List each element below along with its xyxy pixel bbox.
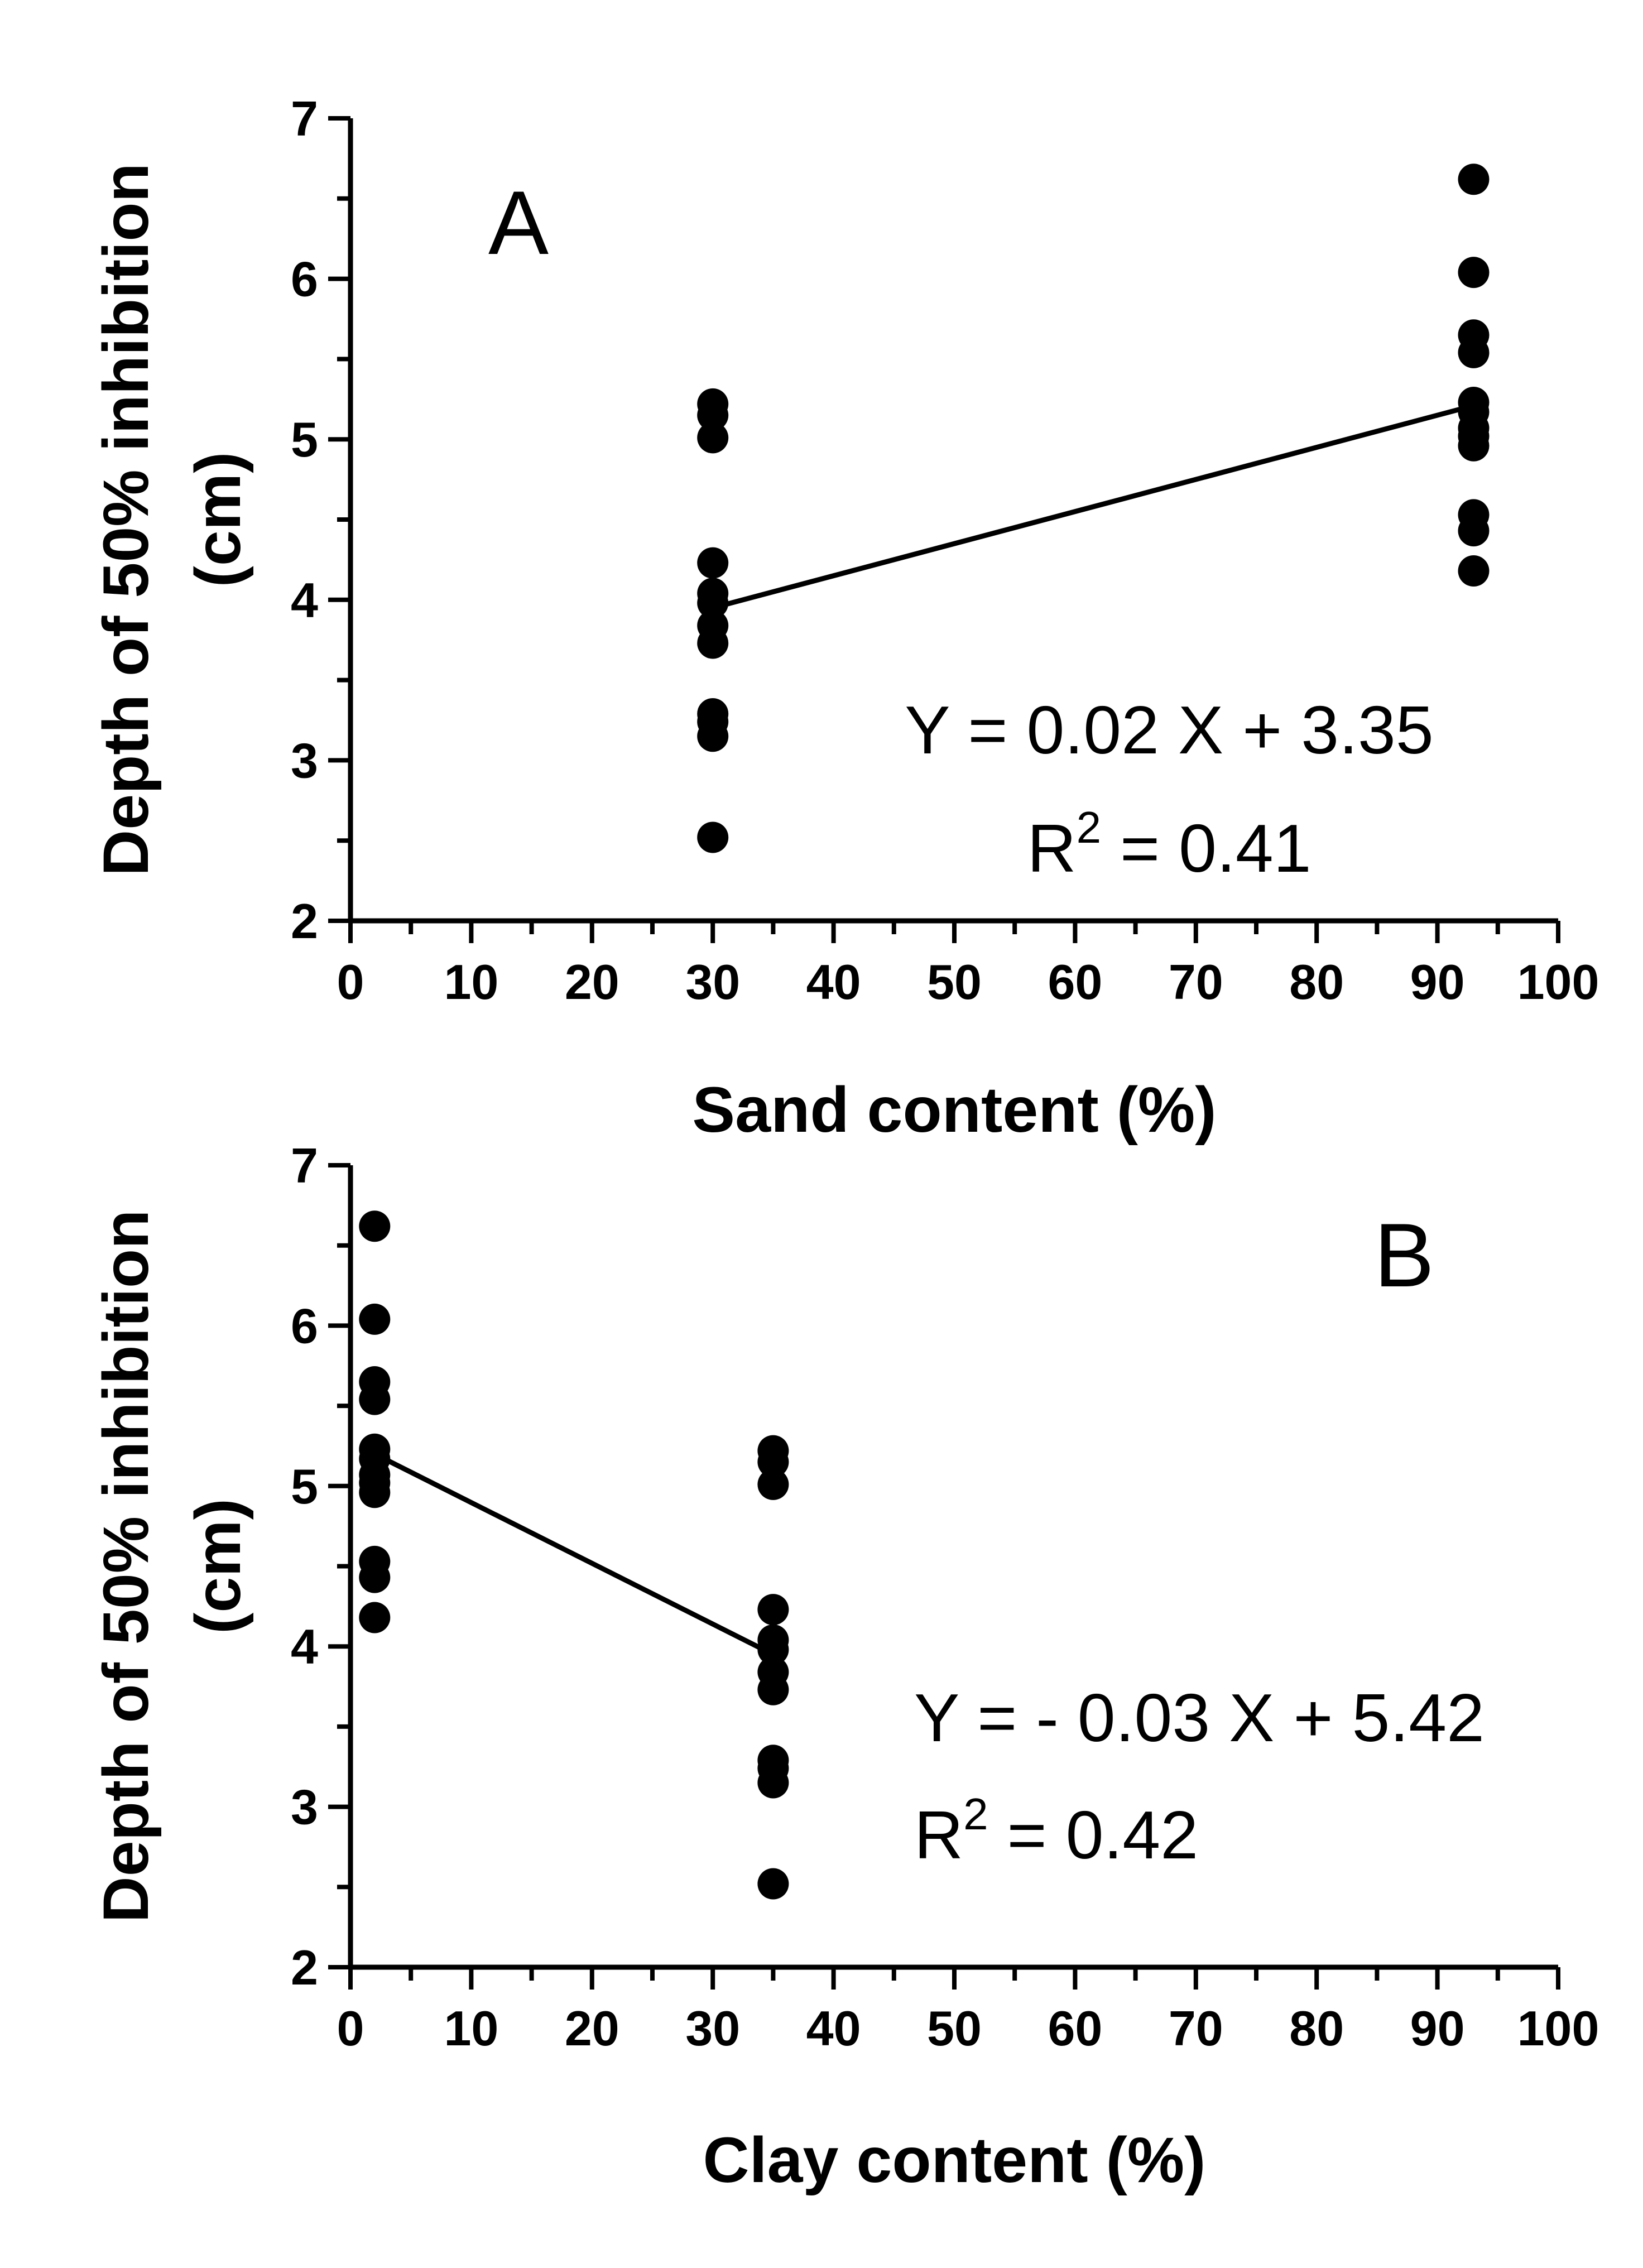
x-tick-label: 40 xyxy=(806,2001,861,2056)
x-tick-label: 20 xyxy=(565,2001,619,2056)
x-axis-title: Sand content (%) xyxy=(692,1074,1216,1146)
y-tick-label: 2 xyxy=(291,893,318,949)
data-point xyxy=(359,1602,391,1633)
regression-equation: Y = 0.02 X + 3.35 xyxy=(905,692,1433,768)
r-squared-symbol: R xyxy=(914,1797,963,1873)
x-tick-label: 70 xyxy=(1169,2001,1223,2056)
data-point xyxy=(1458,555,1490,587)
data-point xyxy=(697,720,729,752)
y-tick-label: 4 xyxy=(291,573,318,628)
y-axis-title-line1: Depth of 50% inhibition xyxy=(90,1210,162,1923)
data-point xyxy=(757,1446,789,1478)
x-tick-label: 100 xyxy=(1517,2001,1599,2056)
y-tick-label: 3 xyxy=(291,1780,318,1835)
r-squared-symbol: R xyxy=(1027,810,1076,886)
x-tick-label: 30 xyxy=(685,954,740,1010)
r-squared-label: R2 = 0.41 xyxy=(1027,803,1311,886)
y-tick-label: 3 xyxy=(291,733,318,788)
x-tick-label: 30 xyxy=(685,2001,740,2056)
y-tick-label: 7 xyxy=(291,91,318,146)
y-tick-label: 5 xyxy=(291,412,318,467)
x-tick-label: 0 xyxy=(337,954,364,1010)
x-tick-label: 10 xyxy=(444,954,498,1010)
panel-letter: B xyxy=(1374,1205,1434,1306)
data-point xyxy=(359,1303,391,1335)
data-point xyxy=(1458,164,1490,195)
x-tick-label: 70 xyxy=(1169,954,1223,1010)
y-tick-label: 6 xyxy=(291,1298,318,1353)
data-point xyxy=(1458,257,1490,289)
data-point xyxy=(757,1633,789,1665)
data-point xyxy=(1458,430,1490,462)
x-tick-label: 50 xyxy=(927,954,982,1010)
x-tick-label: 100 xyxy=(1517,954,1599,1010)
chart-panel-a: 0 10 20 30 40 50 60 70 80 90 100 2 3 4 5 6 7 Depth of 50%… xyxy=(90,91,1599,1146)
data-point xyxy=(697,547,729,579)
x-tick-label: 90 xyxy=(1410,954,1465,1010)
x-tick-label: 80 xyxy=(1289,954,1344,1010)
data-point xyxy=(757,1674,789,1705)
x-tick-label: 10 xyxy=(444,2001,498,2056)
x-tick-label: 90 xyxy=(1410,2001,1465,2056)
data-point xyxy=(757,1868,789,1900)
data-point xyxy=(1458,337,1490,368)
data-point xyxy=(697,400,729,431)
regression-line xyxy=(712,403,1474,611)
y-tick-label: 4 xyxy=(291,1619,318,1674)
chart-panel-b: 0 10 20 30 40 50 60 70 80 90 100 2 3 4 5 6 7 Depth of 50%… xyxy=(90,1138,1599,2196)
y-tick-label: 5 xyxy=(291,1459,318,1514)
r-squared-value: = 0.41 xyxy=(1101,810,1311,886)
r-squared-exponent: 2 xyxy=(963,1789,988,1839)
data-point xyxy=(1458,515,1490,547)
data-point xyxy=(697,587,729,619)
data-point xyxy=(359,1477,391,1508)
x-axis-title: Clay content (%) xyxy=(703,2125,1206,2196)
data-point xyxy=(697,422,729,454)
data-point xyxy=(697,821,729,853)
data-point xyxy=(757,1468,789,1500)
data-point xyxy=(757,1594,789,1626)
x-tick-label: 60 xyxy=(1048,2001,1102,2056)
x-tick-label: 20 xyxy=(565,954,619,1010)
x-tick-label: 0 xyxy=(337,2001,364,2056)
r-squared-label: R2 = 0.42 xyxy=(914,1789,1198,1873)
data-point xyxy=(359,1383,391,1415)
regression-line xyxy=(373,1452,775,1657)
data-point xyxy=(697,627,729,659)
data-point xyxy=(359,1561,391,1593)
x-tick-label: 60 xyxy=(1048,954,1102,1010)
x-tick-label: 80 xyxy=(1289,2001,1344,2056)
x-tick-label: 40 xyxy=(806,954,861,1010)
y-tick-label: 6 xyxy=(291,252,318,307)
y-tick-label: 7 xyxy=(291,1138,318,1193)
data-point xyxy=(359,1210,391,1242)
x-tick-label: 50 xyxy=(927,2001,982,2056)
regression-equation: Y = - 0.03 X + 5.42 xyxy=(914,1680,1485,1756)
y-tick-label: 2 xyxy=(291,1940,318,1995)
data-point xyxy=(757,1767,789,1799)
y-axis-title-line2: (cm) xyxy=(182,452,254,588)
y-axis-title-line2: (cm) xyxy=(182,1498,254,1634)
r-squared-value: = 0.42 xyxy=(988,1797,1198,1873)
y-axis-title-line1: Depth of 50% inhibition xyxy=(90,163,162,876)
panel-letter: A xyxy=(488,172,549,273)
r-squared-exponent: 2 xyxy=(1077,803,1102,852)
